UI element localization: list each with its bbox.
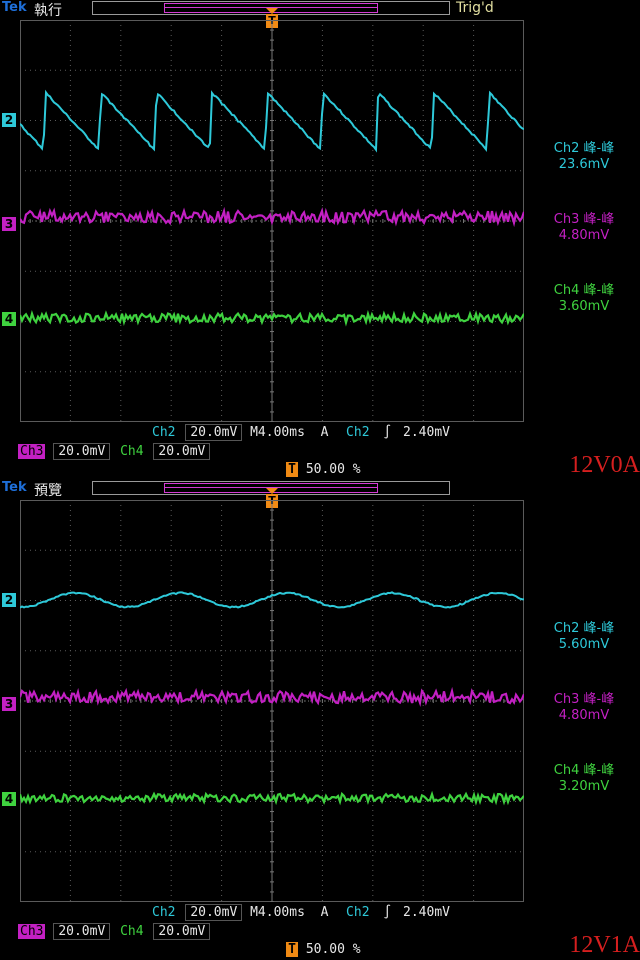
ch3-label[interactable]: Ch3 — [18, 924, 46, 939]
measurement-label: Ch4 峰-峰 — [553, 763, 615, 778]
condition-label-12v1a: 12V1A — [569, 932, 640, 958]
measurement-value: 4.80mV — [558, 228, 610, 243]
measurement-value: 3.60mV — [558, 299, 610, 314]
measurement-value: 5.60mV — [558, 637, 610, 652]
ch4-scale[interactable]: 20.0mV — [153, 443, 211, 460]
measurement-label: Ch2 峰-峰 — [553, 141, 615, 156]
measurement-value: 23.6mV — [558, 157, 610, 172]
trigger-level[interactable]: 2.40mV — [403, 905, 450, 920]
measurement-label: Ch4 峰-峰 — [553, 283, 615, 298]
ch3-ch4-status-row: Ch3 20.0mV Ch4 20.0mV — [18, 443, 211, 460]
ch3-ground-marker[interactable]: 3 — [2, 697, 16, 711]
measurement-value: 4.80mV — [558, 708, 610, 723]
measurement-value: 3.20mV — [558, 779, 610, 794]
ch2-label[interactable]: Ch2 — [152, 425, 176, 440]
timebase[interactable]: M4.00ms — [250, 425, 305, 440]
timebase[interactable]: M4.00ms — [250, 905, 305, 920]
trigger-source[interactable]: Ch2 — [346, 425, 370, 440]
condition-label-12v0a: 12V0A — [569, 452, 640, 478]
measurement-ch2: Ch2 峰-峰 23.6mV — [530, 141, 638, 173]
top-status-bar: Tek 預覽 — [0, 480, 640, 499]
ch3-ground-marker[interactable]: 3 — [2, 217, 16, 231]
acquisition-state: 預覽 — [34, 483, 62, 499]
measurement-ch4: Ch4 峰-峰 3.60mV — [530, 283, 638, 315]
ch2-waveform — [20, 89, 524, 153]
waveform-graticule — [20, 500, 524, 902]
trigger-mode: A — [320, 425, 329, 440]
trigger-level[interactable]: 2.40mV — [403, 425, 450, 440]
ch2-waveform — [20, 591, 524, 609]
trigger-position-row: T 50.00 % — [286, 462, 361, 477]
ch2-ground-marker[interactable]: 2 — [2, 593, 16, 607]
trigger-position-icon: T — [286, 942, 298, 957]
trigger-status: Trig'd — [456, 0, 494, 16]
measurement-ch3: Ch3 峰-峰 4.80mV — [530, 212, 638, 244]
ch3-scale[interactable]: 20.0mV — [53, 923, 111, 940]
ch3-ch4-status-row: Ch3 20.0mV Ch4 20.0mV — [18, 923, 211, 940]
acquisition-state: 執行 — [34, 3, 62, 19]
ch4-ground-marker[interactable]: 4 — [2, 792, 16, 806]
ch2-scale[interactable]: 20.0mV — [185, 424, 243, 441]
rising-edge-icon: ∫ — [383, 425, 392, 440]
top-status-bar: Tek 執行 Trig'd — [0, 0, 640, 19]
ch2-ground-marker[interactable]: 2 — [2, 113, 16, 127]
ch4-label[interactable]: Ch4 — [120, 444, 144, 459]
scope-panel-12v0a: Tek 執行 Trig'd T 2 3 4 Ch2 峰-峰 23.6mV Ch3… — [0, 0, 640, 480]
ch4-scale[interactable]: 20.0mV — [153, 923, 211, 940]
tek-logo: Tek — [2, 480, 27, 495]
trigger-position-icon: T — [286, 462, 298, 477]
ch4-waveform — [20, 309, 524, 327]
trigger-position-value[interactable]: 50.00 % — [305, 462, 361, 477]
measurement-label: Ch3 峰-峰 — [553, 212, 615, 227]
trigger-mode: A — [320, 905, 329, 920]
ch3-scale[interactable]: 20.0mV — [53, 443, 111, 460]
ch4-label[interactable]: Ch4 — [120, 924, 144, 939]
measurement-ch2: Ch2 峰-峰 5.60mV — [530, 621, 638, 653]
ch3-label[interactable]: Ch3 — [18, 444, 46, 459]
rising-edge-icon: ∫ — [383, 905, 392, 920]
graticule-svg — [20, 500, 524, 902]
measurement-label: Ch3 峰-峰 — [553, 692, 615, 707]
measurement-ch4: Ch4 峰-峰 3.20mV — [530, 763, 638, 795]
ch2-status-row: Ch2 20.0mV M4.00ms A Ch2 ∫ 2.40mV — [150, 424, 450, 441]
ch4-waveform — [20, 790, 524, 806]
ch2-scale[interactable]: 20.0mV — [185, 904, 243, 921]
ch2-status-row: Ch2 20.0mV M4.00ms A Ch2 ∫ 2.40mV — [150, 904, 450, 921]
scope-panel-12v1a: Tek 預覽 T 2 3 4 Ch2 峰-峰 5.60mV Ch3 峰-峰 4.… — [0, 480, 640, 960]
ch3-waveform — [20, 206, 524, 228]
trigger-position-row: T 50.00 % — [286, 942, 361, 957]
waveform-graticule — [20, 20, 524, 422]
ch2-label[interactable]: Ch2 — [152, 905, 176, 920]
tek-logo: Tek — [2, 0, 27, 15]
graticule-svg — [20, 20, 524, 422]
trigger-position-value[interactable]: 50.00 % — [305, 942, 361, 957]
ch4-ground-marker[interactable]: 4 — [2, 312, 16, 326]
trigger-source[interactable]: Ch2 — [346, 905, 370, 920]
ch3-waveform — [20, 686, 524, 708]
measurement-ch3: Ch3 峰-峰 4.80mV — [530, 692, 638, 724]
measurement-label: Ch2 峰-峰 — [553, 621, 615, 636]
